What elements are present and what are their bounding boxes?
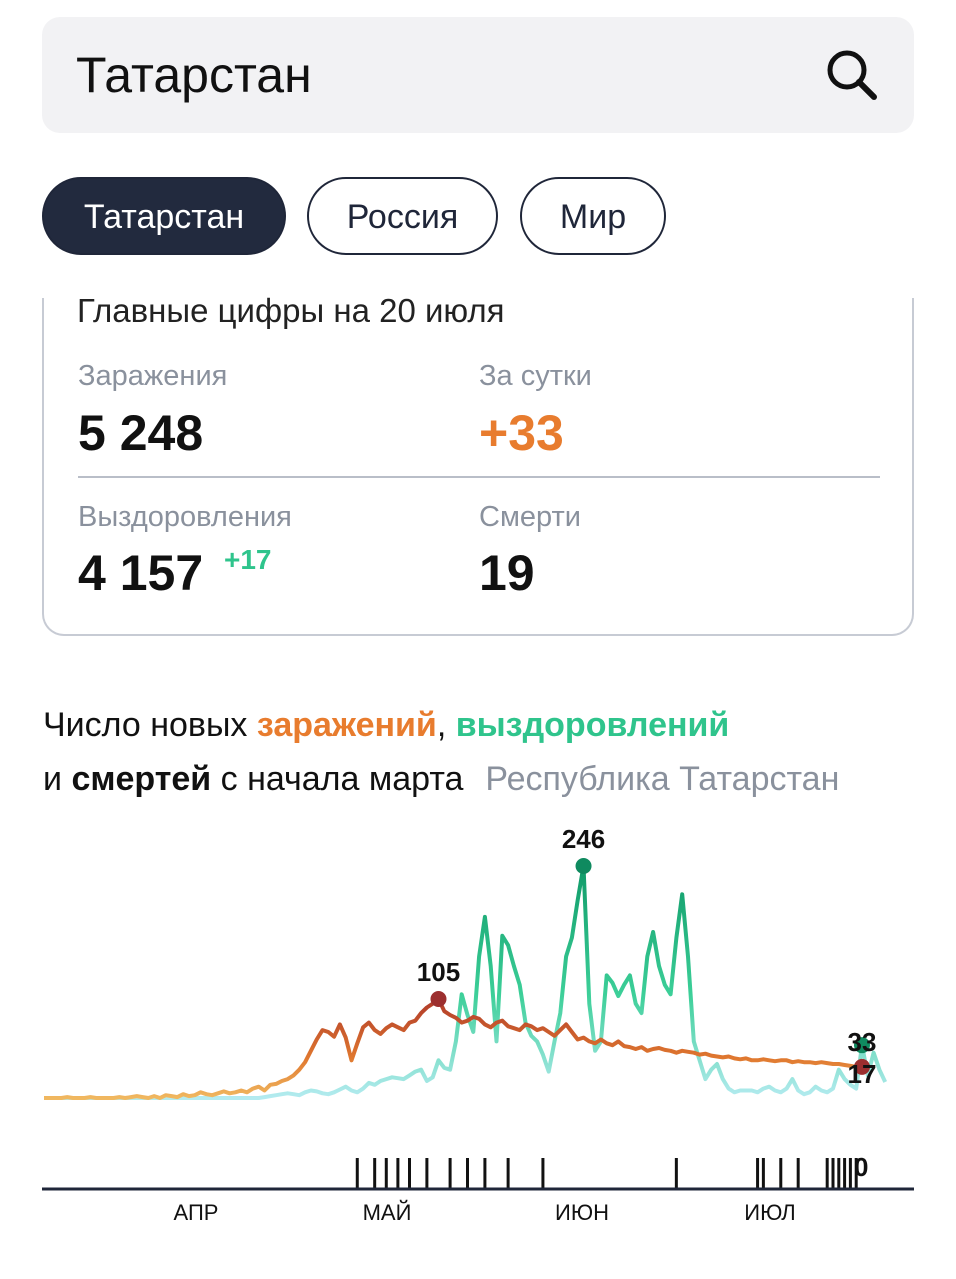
search-bar[interactable]: Татарстан (42, 17, 914, 133)
tab-world[interactable]: Мир (520, 177, 666, 255)
recoveries-peak-dot (575, 858, 592, 874)
chart-title-infections: заражений (256, 706, 437, 744)
recoveries-value: 4 157 (78, 545, 204, 601)
chart-title-and: и (43, 760, 72, 798)
infections-last-dot (854, 1058, 870, 1075)
recoveries-last-dot (854, 1037, 870, 1054)
search-icon[interactable] (824, 47, 880, 103)
recoveries-last-label: 17 (848, 1059, 877, 1089)
chart-title-line1: Число новых заражений, выздоровлений (43, 706, 729, 745)
recoveries-delta: +17 (224, 544, 272, 575)
recoveries-label: Выздоровления (78, 501, 292, 533)
chart-title-line2: и смертей с начала марта Республика Татар… (43, 760, 839, 799)
summary-title: Главные цифры на 20 июля (77, 292, 505, 329)
recoveries-peak-label: 246 (562, 824, 605, 854)
chart-title-since: с начала марта (211, 760, 464, 798)
infections-line (44, 997, 862, 1100)
chart-title-recoveries: выздоровлений (455, 706, 730, 744)
daily-label: За сутки (479, 360, 592, 392)
chart-region[interactable]: Республика Татарстан (485, 760, 840, 798)
infections-peak-dot (430, 990, 447, 1007)
chart-title-deaths: смертей (71, 760, 212, 798)
x-tick-label: АПР (174, 1200, 219, 1225)
deaths-label: Смерти (479, 501, 581, 533)
infections-last-label: 33 (848, 1027, 877, 1057)
daily-value: +33 (479, 405, 564, 461)
deaths-value: 19 (479, 545, 535, 601)
infections-peak-label: 105 (417, 957, 460, 987)
x-tick-label: ИЮЛ (744, 1200, 796, 1225)
summary-divider (78, 476, 880, 478)
tab-tatarstan[interactable]: Татарстан (42, 177, 286, 255)
chart-title-prefix: Число новых (43, 706, 257, 744)
search-input[interactable]: Татарстан (76, 47, 312, 103)
infections-label: Заражения (78, 360, 228, 392)
x-tick-label: ИЮН (555, 1200, 609, 1225)
deaths-last-label: 0 (854, 1152, 868, 1182)
infections-value: 5 248 (78, 405, 204, 461)
chart-title-comma: , (436, 706, 456, 744)
tab-russia[interactable]: Россия (307, 177, 498, 255)
x-tick-label: МАЙ (363, 1200, 412, 1225)
recoveries-line (44, 864, 888, 1100)
summary-card: Главные цифры на 20 июля Заражения 5 248… (42, 292, 914, 636)
